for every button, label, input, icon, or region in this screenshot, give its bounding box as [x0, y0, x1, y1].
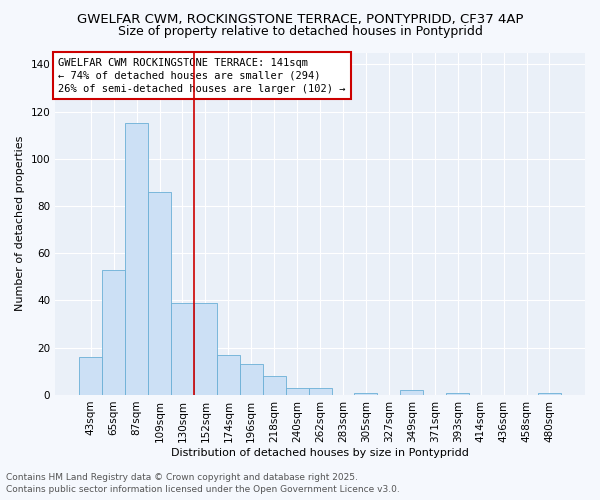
- X-axis label: Distribution of detached houses by size in Pontypridd: Distribution of detached houses by size …: [171, 448, 469, 458]
- Bar: [171, 303, 194, 395]
- Bar: [263, 376, 286, 395]
- Bar: [102, 270, 125, 395]
- Bar: [240, 364, 263, 395]
- Bar: [446, 392, 469, 395]
- Text: Size of property relative to detached houses in Pontypridd: Size of property relative to detached ho…: [118, 25, 482, 38]
- Bar: [148, 192, 171, 395]
- Bar: [286, 388, 308, 395]
- Bar: [308, 388, 332, 395]
- Bar: [125, 124, 148, 395]
- Bar: [400, 390, 423, 395]
- Bar: [217, 355, 240, 395]
- Bar: [79, 357, 102, 395]
- Text: GWELFAR CWM ROCKINGSTONE TERRACE: 141sqm
← 74% of detached houses are smaller (2: GWELFAR CWM ROCKINGSTONE TERRACE: 141sqm…: [58, 58, 346, 94]
- Y-axis label: Number of detached properties: Number of detached properties: [15, 136, 25, 312]
- Bar: [194, 303, 217, 395]
- Text: GWELFAR CWM, ROCKINGSTONE TERRACE, PONTYPRIDD, CF37 4AP: GWELFAR CWM, ROCKINGSTONE TERRACE, PONTY…: [77, 12, 523, 26]
- Bar: [355, 392, 377, 395]
- Text: Contains HM Land Registry data © Crown copyright and database right 2025.
Contai: Contains HM Land Registry data © Crown c…: [6, 472, 400, 494]
- Bar: [538, 392, 561, 395]
